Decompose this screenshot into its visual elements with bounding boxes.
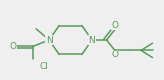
Text: N: N [88,36,95,44]
Text: N: N [46,36,53,44]
Text: Cl: Cl [39,62,48,71]
Text: O: O [111,21,118,30]
Text: O: O [9,42,16,51]
Text: O: O [111,50,118,59]
